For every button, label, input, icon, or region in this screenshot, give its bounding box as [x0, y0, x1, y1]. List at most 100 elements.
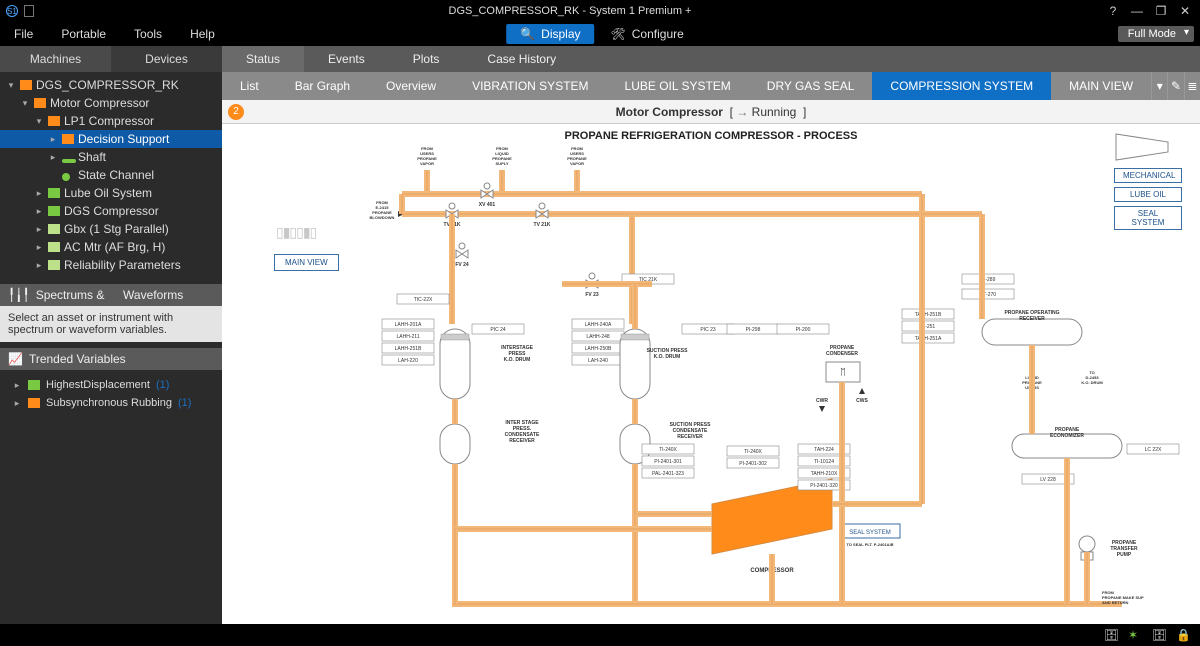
svg-text:LAHH-211: LAHH-211 [397, 334, 420, 340]
svg-text:PI-2401-320: PI-2401-320 [810, 483, 838, 489]
svg-text:RECEIVER: RECEIVER [677, 434, 703, 440]
tab-machines[interactable]: Machines [0, 46, 111, 72]
display-button[interactable]: 🔍 Display [506, 24, 594, 44]
tree-item[interactable]: ▸ Decision Support [0, 130, 222, 148]
tree-label: Decision Support [78, 132, 169, 146]
lock-icon: 🔒 [1176, 628, 1190, 642]
spectrums-header[interactable]: ╿╽╿ Spectrums & Waveforms [0, 284, 222, 306]
menu-help[interactable]: Help [176, 27, 229, 41]
tab-main-view[interactable]: MAIN VIEW [1051, 72, 1151, 100]
tree-item[interactable]: ▸AC Mtr (AF Brg, H) [0, 238, 222, 256]
configure-button[interactable]: 🛠 Configure [601, 24, 694, 44]
diagram-canvas[interactable]: PROPANE REFRIGERATION COMPRESSOR - PROCE… [222, 124, 1200, 624]
expand-arrow-icon[interactable]: ▸ [48, 152, 58, 163]
tab-dry-gas[interactable]: DRY GAS SEAL [749, 72, 873, 100]
tree-node-icon [48, 224, 60, 234]
expand-arrow-icon[interactable]: ▾ [34, 116, 44, 127]
svg-text:LV 228: LV 228 [1040, 477, 1056, 483]
tree-item[interactable]: State Channel [0, 166, 222, 184]
tree-node-icon [48, 116, 60, 126]
svg-text:RECEIVER: RECEIVER [1019, 316, 1045, 322]
svg-text:TV 21K: TV 21K [534, 222, 551, 228]
list-tool-icon[interactable]: ≣ [1184, 72, 1200, 100]
mode-dropdown[interactable]: Full Mode [1118, 26, 1194, 42]
svg-text:XV 401: XV 401 [479, 202, 496, 208]
svg-text:PIC 24: PIC 24 [490, 327, 506, 333]
expand-arrow-icon[interactable]: ▸ [34, 224, 44, 235]
tree-label: Reliability Parameters [64, 258, 181, 272]
menu-tools[interactable]: Tools [120, 27, 176, 41]
trend-var-icon [28, 398, 40, 408]
expand-arrow-icon[interactable]: ▸ [34, 188, 44, 199]
tree-node-icon [20, 80, 32, 90]
minimize-icon[interactable]: — [1130, 4, 1144, 18]
tab-vibration[interactable]: VIBRATION SYSTEM [454, 72, 606, 100]
expand-arrow-icon[interactable]: ▸ [12, 380, 22, 391]
edit-pencil-icon[interactable]: ✎ [1167, 72, 1183, 100]
tab-compression[interactable]: COMPRESSION SYSTEM [872, 72, 1051, 100]
expand-arrow-icon[interactable]: ▾ [20, 98, 30, 109]
tree-item[interactable]: ▾DGS_COMPRESSOR_RK [0, 76, 222, 94]
expand-arrow-icon[interactable]: ▸ [12, 398, 22, 409]
sidebar: Machines Devices ▾DGS_COMPRESSOR_RK▾Moto… [0, 46, 222, 624]
svg-text:CWS: CWS [856, 398, 868, 404]
svg-text:ECONOMIZER: ECONOMIZER [1050, 433, 1084, 439]
tree-node-icon [62, 152, 74, 162]
tab-status[interactable]: Status [222, 46, 304, 72]
magnifier-icon: 🔍 [520, 27, 535, 41]
tab-overview[interactable]: Overview [368, 72, 454, 100]
tree-item[interactable]: ▸ Lube Oil System [0, 184, 222, 202]
tree-item[interactable]: ▸ Reliability Parameters [0, 256, 222, 274]
maximize-icon[interactable]: ❐ [1154, 4, 1168, 18]
sync-ok-icon: ✶ [1128, 628, 1142, 642]
tab-case-history[interactable]: Case History [463, 46, 580, 72]
tree-label: Lube Oil System [64, 186, 152, 200]
tree-node-icon [34, 98, 46, 108]
trended-header[interactable]: 📈 Trended Variables [0, 348, 222, 370]
trend-var-label: HighestDisplacement [46, 379, 150, 391]
tree-item[interactable]: ▸DGS Compressor [0, 202, 222, 220]
expand-arrow-icon[interactable]: ▸ [48, 134, 58, 145]
tab-list[interactable]: List [222, 72, 277, 100]
trended-item[interactable]: ▸ HighestDisplacement (1) [8, 376, 214, 394]
menu-file[interactable]: File [0, 27, 47, 41]
dropdown-tool-icon[interactable]: ▾ [1151, 72, 1167, 100]
app-icon: S1 [6, 5, 18, 17]
svg-text:TIC-22X: TIC-22X [414, 297, 433, 303]
svg-text:TI-10124: TI-10124 [814, 459, 834, 465]
svg-text:PIC 23: PIC 23 [700, 327, 716, 333]
svg-text:TAHH-210X: TAHH-210X [811, 471, 838, 477]
svg-text:TI-240X: TI-240X [659, 447, 677, 453]
trended-item[interactable]: ▸ Subsynchronous Rubbing (1) [8, 394, 214, 412]
svg-text:LAH-240: LAH-240 [588, 358, 608, 364]
expand-arrow-icon[interactable]: ▸ [34, 242, 44, 253]
tree-node-icon [48, 206, 60, 216]
menu-portable[interactable]: Portable [47, 27, 120, 41]
tree-label: LP1 Compressor [64, 114, 154, 128]
expand-arrow-icon[interactable]: ▸ [34, 206, 44, 217]
tab-lube-oil[interactable]: LUBE OIL SYSTEM [607, 72, 749, 100]
svg-text:LC 22X: LC 22X [1145, 447, 1162, 453]
svg-text:TI-240X: TI-240X [744, 449, 762, 455]
expand-arrow-icon[interactable]: ▾ [6, 80, 16, 91]
svg-text:LAHH-251B: LAHH-251B [395, 346, 422, 352]
svg-text:LAHH-201A: LAHH-201A [395, 322, 422, 328]
help-icon[interactable]: ? [1106, 4, 1120, 18]
expand-arrow-icon[interactable]: ▸ [34, 260, 44, 271]
tree-item[interactable]: ▾ LP1 Compressor [0, 112, 222, 130]
tree-node-icon [48, 188, 60, 198]
tree-node-icon [62, 170, 74, 180]
tree-item[interactable]: ▸ Gbx (1 Stg Parallel) [0, 220, 222, 238]
tree-node-icon [48, 260, 60, 270]
trend-var-label: Subsynchronous Rubbing [46, 397, 172, 409]
svg-text:K.O. DRUM: K.O. DRUM [654, 354, 681, 360]
tree-item[interactable]: ▸Shaft [0, 148, 222, 166]
tab-bar-graph[interactable]: Bar Graph [277, 72, 368, 100]
tree-label: Gbx (1 Stg Parallel) [64, 222, 169, 236]
alert-badge[interactable]: 2 [228, 104, 244, 120]
tab-devices[interactable]: Devices [111, 46, 222, 72]
close-icon[interactable]: ✕ [1178, 4, 1192, 18]
tab-plots[interactable]: Plots [389, 46, 464, 72]
tree-item[interactable]: ▾Motor Compressor [0, 94, 222, 112]
tab-events[interactable]: Events [304, 46, 389, 72]
